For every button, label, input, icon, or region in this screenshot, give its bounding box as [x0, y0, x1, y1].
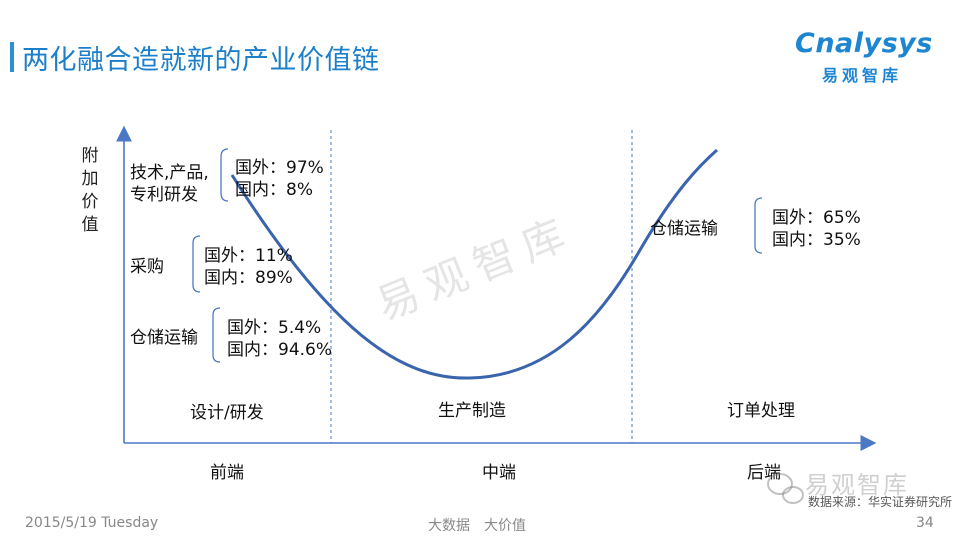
footer-date: 2015/5/19 Tuesday: [25, 515, 159, 531]
page-number: 34: [916, 515, 934, 531]
x-label-middle: 中端: [482, 463, 516, 483]
storage-front-stats: 国外：5.4% 国内：94.6%: [227, 317, 332, 361]
data-source-note: 数据来源：华实证券研究所: [808, 495, 953, 509]
phase-production: 生产制造: [438, 401, 506, 421]
smile-curve: [230, 148, 718, 380]
storage-front-label-line-1: 仓储运输: [130, 328, 198, 348]
storage-front-stat-foreign: 国外：5.4%: [227, 318, 322, 338]
purchase-stat-domestic: 国内：89%: [204, 268, 293, 288]
rd-label-line-1: 技术,产品,: [130, 163, 209, 183]
wechat-watermark-text: 易观智库: [805, 471, 909, 499]
analysys-logo: Cnalysys: [795, 28, 933, 59]
storage-back-stat-domestic: 国内：35%: [772, 230, 861, 250]
storage-front-label: 仓储运输: [130, 327, 198, 349]
rd-stat-foreign: 国外：97%: [235, 158, 324, 178]
bracket-purchase-label: [192, 235, 201, 293]
storage-back-stats: 国外：65% 国内：35%: [772, 207, 861, 251]
storage-front-stat-domestic: 国内：94.6%: [227, 340, 333, 360]
purchase-label-line-1: 采购: [130, 257, 164, 277]
storage-back-stat-foreign: 国外：65%: [772, 208, 861, 228]
analysys-logo-cn: 易观智库: [822, 66, 903, 85]
purchase-stats: 国外：11% 国内：89%: [204, 245, 293, 289]
phase-design: 设计/研发: [190, 403, 264, 423]
phase-order: 订单处理: [727, 401, 795, 421]
bracket-rd-label: [220, 148, 229, 202]
rd-label: 技术,产品, 专利研发: [130, 162, 209, 206]
purchase-label: 采购: [130, 256, 164, 278]
x-label-back: 后端: [747, 463, 781, 483]
bracket-storage-front-label: [212, 307, 221, 363]
x-label-front: 前端: [210, 463, 244, 483]
bracket-storage-back-label: [754, 197, 763, 254]
rd-label-line-2: 专利研发: [130, 185, 198, 205]
title-accent-bar: [10, 42, 14, 72]
rd-stat-domestic: 国内：8%: [235, 180, 313, 200]
storage-back-label: 仓储运输: [650, 219, 718, 239]
slide-title: 两化融合造就新的产业价值链: [22, 45, 380, 76]
y-axis-label: 附加价值: [81, 146, 99, 235]
purchase-stat-foreign: 国外：11%: [204, 246, 293, 266]
footer-center: 大数据 大价值: [428, 518, 526, 534]
rd-stats: 国外：97% 国内：8%: [235, 157, 324, 201]
